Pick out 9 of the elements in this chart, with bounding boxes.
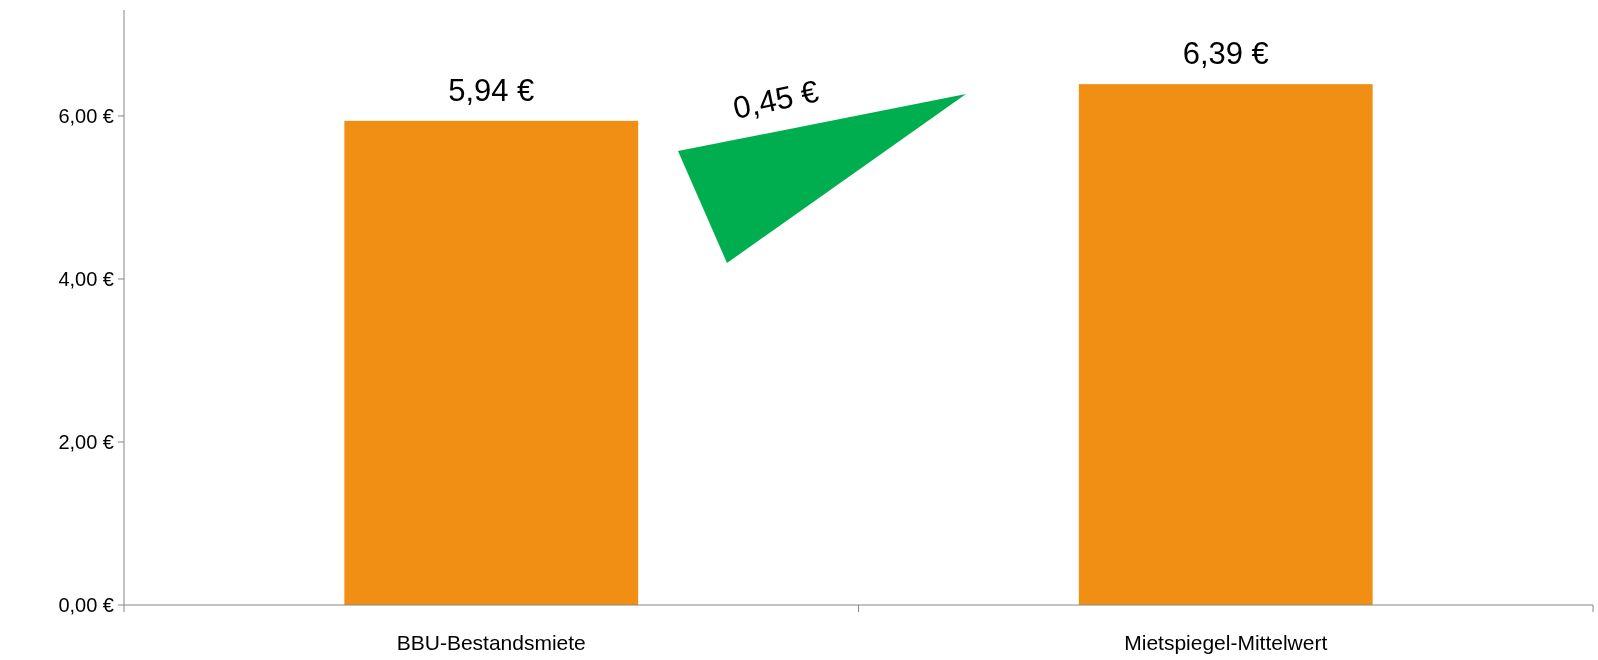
annotation: 0,45 € — [730, 73, 822, 126]
y-tick-label: 0,00 € — [58, 594, 114, 616]
data-label: 6,39 € — [1182, 36, 1269, 72]
y-tick-label: 2,00 € — [58, 430, 114, 453]
data-label: 5,94 € — [448, 72, 535, 108]
x-tick-label: BBU-Bestandsmiete — [396, 631, 586, 654]
x-tick-label: Mietspiegel-Mittelwert — [1124, 631, 1328, 654]
y-tick-label: 4,00 € — [58, 267, 114, 290]
y-tick-label: 6,00 € — [58, 104, 114, 127]
